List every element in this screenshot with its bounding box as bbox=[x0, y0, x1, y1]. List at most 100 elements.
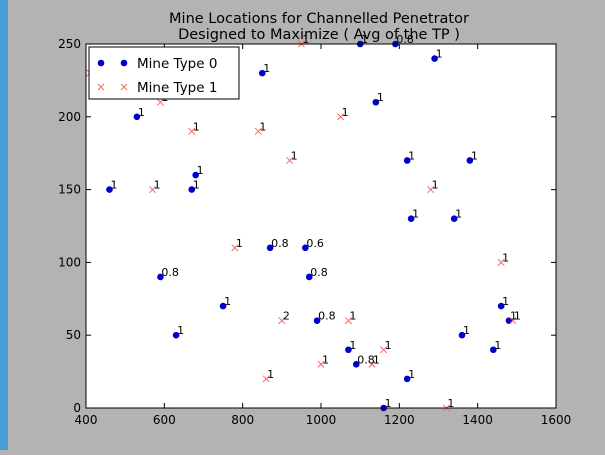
series-0-point-4-label: 1 bbox=[193, 179, 200, 192]
series-1-point-11 bbox=[337, 113, 345, 121]
series-0-point-9 bbox=[302, 244, 309, 252]
series-1-point-17-label: 1 bbox=[502, 251, 509, 264]
series-0-point-23 bbox=[458, 331, 466, 339]
series-0-point-12 bbox=[345, 346, 352, 354]
y-tick-label-5: 250 bbox=[58, 37, 81, 51]
x-tick-label-0: 400 bbox=[75, 413, 98, 427]
series-1-point-3 bbox=[188, 127, 196, 135]
series-1-point-12 bbox=[344, 317, 352, 325]
series-1-point-10-label: 1 bbox=[322, 353, 329, 366]
series-0-point-20-label: 1 bbox=[412, 208, 419, 221]
series-0-point-8 bbox=[266, 244, 274, 252]
series-1-point-15 bbox=[427, 186, 435, 194]
x-tick-label-6: 1600 bbox=[541, 413, 572, 427]
series-1-point-6-label: 1 bbox=[267, 368, 274, 381]
series-1-point-11-label: 1 bbox=[342, 106, 349, 119]
series-0-point-21-label: 1 bbox=[436, 48, 443, 61]
series-0-point-27-label: 1 bbox=[510, 310, 517, 323]
series-0-point-13-label: 0.8 bbox=[357, 353, 375, 366]
series-0-point-1 bbox=[133, 113, 141, 121]
series-1-point-13 bbox=[368, 360, 376, 368]
series-0-point-16-label: 1 bbox=[385, 397, 392, 410]
series-0-point-25-label: 1 bbox=[494, 339, 501, 352]
series-1-point-10 bbox=[317, 360, 325, 368]
series-0-point-19-label: 1 bbox=[408, 368, 415, 381]
series-1-point-18 bbox=[509, 317, 517, 325]
x-tick-label-2: 800 bbox=[231, 413, 254, 427]
legend-label-mine-type-1: Mine Type 1 bbox=[137, 80, 217, 96]
series-0-point-20 bbox=[407, 215, 415, 223]
series-1-point-6 bbox=[262, 375, 270, 383]
series-0-point-18-label: 1 bbox=[408, 149, 415, 162]
series-0-point-6 bbox=[219, 302, 227, 310]
series-0-point-24 bbox=[466, 157, 474, 164]
series-0-point-7-label: 1 bbox=[263, 62, 270, 75]
series-0-point-5 bbox=[192, 171, 199, 179]
series-0-point-21 bbox=[431, 55, 438, 62]
series-1-point-15-label: 1 bbox=[432, 179, 439, 192]
series-1-point-18-label: 1 bbox=[514, 310, 521, 323]
x-tick-label-5: 1400 bbox=[462, 413, 493, 427]
series-0-point-8-label: 0.8 bbox=[271, 237, 289, 250]
series-0-point-13 bbox=[352, 361, 360, 368]
series-1-point-5 bbox=[254, 127, 262, 135]
series-1-point-5-label: 1 bbox=[259, 120, 266, 133]
series-1-point-7 bbox=[278, 317, 286, 325]
series-0-point-22 bbox=[450, 215, 458, 223]
legend-marker-mine-type-1-b bbox=[120, 83, 128, 91]
series-1-point-14-label: 1 bbox=[385, 339, 392, 352]
series-0-point-3 bbox=[172, 331, 180, 339]
series-0-point-15 bbox=[372, 98, 380, 106]
series-1-point-1 bbox=[149, 186, 157, 194]
data-points-layer bbox=[86, 40, 517, 412]
series-1-point-17 bbox=[497, 258, 505, 266]
x-tick-label-1: 600 bbox=[153, 413, 176, 427]
series-0-point-24-label: 1 bbox=[471, 149, 478, 162]
series-1-point-2 bbox=[156, 98, 164, 106]
series-0-point-11 bbox=[313, 317, 321, 324]
legend-marker-mine-type-0-b bbox=[120, 59, 128, 67]
series-0-point-26-label: 1 bbox=[502, 295, 509, 308]
series-0-point-0-label: 1 bbox=[111, 179, 118, 192]
series-0-point-6-label: 1 bbox=[224, 295, 231, 308]
series-0-point-3-label: 1 bbox=[177, 324, 184, 337]
legend-marker-mine-type-0-a bbox=[97, 59, 105, 67]
series-0-point-18 bbox=[403, 157, 411, 164]
axis-ticks-layer: 400 600 800 1000 1200 1400 1600 0 50 100 150 200 250 bbox=[58, 37, 571, 427]
series-0-point-1-label: 1 bbox=[138, 106, 145, 119]
window-edge-bar bbox=[0, 0, 8, 450]
series-0-point-26 bbox=[497, 302, 505, 310]
series-0-point-0 bbox=[106, 186, 113, 193]
series-0-point-5-label: 1 bbox=[197, 164, 204, 177]
series-0-point-7 bbox=[258, 69, 266, 77]
series-1-point-7-label: 2 bbox=[283, 310, 290, 323]
series-1-point-13-label: 1 bbox=[373, 353, 380, 366]
series-0-point-15-label: 1 bbox=[377, 91, 384, 104]
series-0-point-9-label: 0.6 bbox=[306, 237, 324, 250]
series-1-point-4-label: 1 bbox=[236, 237, 243, 250]
y-tick-label-1: 50 bbox=[66, 328, 81, 342]
chart-title-line-2: Designed to Maximize ( Avg of the TP ) bbox=[178, 27, 460, 43]
y-tick-label-4: 200 bbox=[58, 110, 81, 124]
series-1-point-3-label: 1 bbox=[193, 120, 200, 133]
series-1-point-9-label: 1 bbox=[302, 33, 309, 46]
y-tick-label-2: 100 bbox=[58, 255, 81, 269]
series-0-point-10 bbox=[305, 273, 313, 281]
x-tick-label-4: 1200 bbox=[384, 413, 415, 427]
series-1-point-14 bbox=[380, 346, 388, 354]
series-0-point-17-label: 0.8 bbox=[396, 33, 414, 46]
y-tick-label-0: 0 bbox=[73, 401, 81, 415]
series-0-point-11-label: 0.8 bbox=[318, 310, 336, 323]
plot-area bbox=[86, 44, 556, 408]
series-1-point-4 bbox=[231, 244, 239, 252]
series-1-point-8 bbox=[286, 156, 294, 165]
series-0-point-2-label: 0.8 bbox=[161, 266, 179, 279]
x-tick-label-3: 1000 bbox=[306, 413, 337, 427]
chart-title-line-1: Mine Locations for Channelled Penetrator bbox=[169, 11, 469, 27]
series-0-point-12-label: 1 bbox=[349, 339, 356, 352]
series-0-point-19 bbox=[403, 375, 411, 383]
legend: Mine Type 0 Mine Type 1 bbox=[88, 46, 240, 100]
series-0-point-14-label: 1 bbox=[361, 33, 368, 46]
